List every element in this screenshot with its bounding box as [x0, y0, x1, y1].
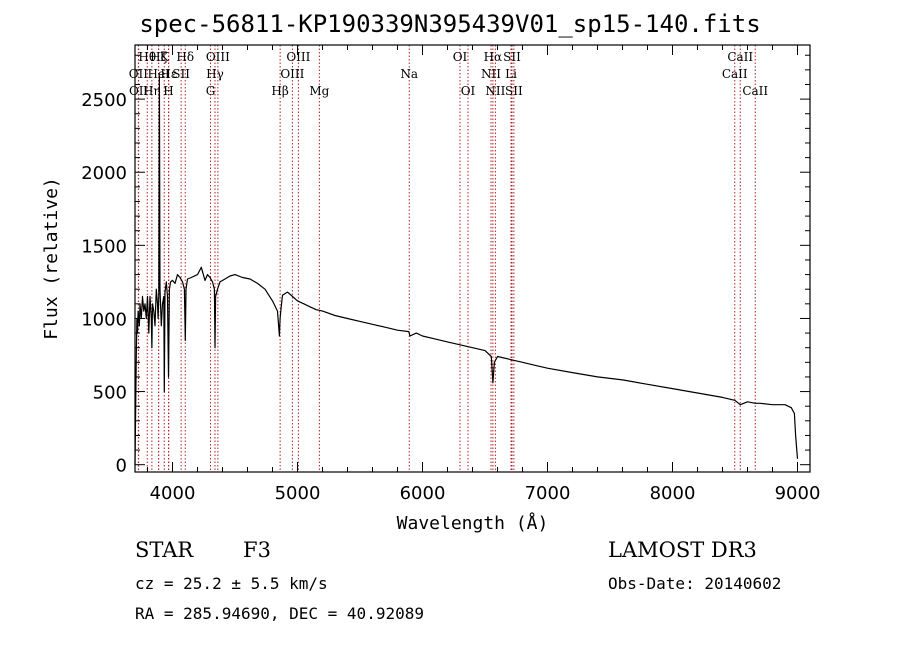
x-axis-label: Wavelength (Å) — [397, 512, 549, 534]
chart-title: spec-56811-KP190339N395439V01_sp15-140.f… — [139, 10, 761, 38]
line-labels: OIIOIIHθHηHζHeIKHHεSIIHδGHγOIIIHβOIIIOII… — [129, 50, 769, 98]
line-label-13: OIII — [206, 50, 230, 64]
line-label-7: H — [163, 84, 173, 98]
line-label-0: OII — [129, 67, 149, 81]
x-tick-label-0: 4000 — [150, 483, 196, 504]
line-label-27: CaII — [722, 67, 748, 81]
line-label-24: Li — [505, 67, 517, 81]
spectrum-line-0 — [134, 76, 799, 465]
y-tick-label-3: 1500 — [81, 236, 127, 257]
line-label-11: G — [206, 84, 216, 98]
line-label-1: OII — [129, 84, 149, 98]
line-label-25: SII — [503, 50, 521, 64]
y-tick-label-5: 2500 — [81, 90, 127, 111]
line-label-14: Hβ — [271, 84, 288, 98]
y-tick-label-2: 1000 — [81, 309, 127, 330]
class-label: STAR — [135, 538, 194, 562]
y-axis-label: Flux (relative) — [41, 177, 62, 340]
subclass-label: F3 — [243, 538, 271, 562]
x-tick-label-1: 5000 — [275, 483, 321, 504]
y-tick-label-4: 2000 — [81, 163, 127, 184]
line-markers — [137, 45, 756, 472]
spectrum-layer — [134, 76, 799, 465]
line-label-21: NII — [481, 67, 501, 81]
x-tick-label-5: 9000 — [775, 483, 821, 504]
obs-date-label: Obs-Date: 20140602 — [608, 574, 782, 593]
line-label-10: Hδ — [176, 50, 194, 64]
line-label-20: OI — [461, 84, 476, 98]
line-label-16: OIII — [286, 50, 310, 64]
line-label-19: OI — [453, 50, 468, 64]
y-tick-label-0: 0 — [116, 456, 127, 477]
line-label-8: Hε — [160, 67, 177, 81]
x-tick-label-4: 8000 — [650, 483, 696, 504]
line-label-2: Hθ — [138, 50, 156, 64]
line-label-9: SII — [172, 67, 190, 81]
y-tick-label-1: 500 — [93, 383, 127, 404]
x-tick-label-3: 7000 — [525, 483, 571, 504]
redshift-label: cz = 25.2 ± 5.5 km/s — [135, 574, 328, 593]
line-label-4: Hζ — [150, 50, 167, 64]
survey-label: LAMOST DR3 — [608, 538, 757, 562]
x-tick-label-2: 6000 — [400, 483, 446, 504]
axes: 4000 5000 6000 7000 8000 9000 0 500 1000 1500 2000… — [41, 44, 821, 534]
line-label-22: Hα — [484, 50, 503, 64]
line-label-18: Na — [400, 67, 418, 81]
line-label-23: NII — [485, 84, 505, 98]
line-label-5: HeI — [147, 67, 170, 81]
line-label-6: K — [160, 50, 170, 64]
line-label-12: Hγ — [206, 67, 224, 81]
line-label-15: OIII — [280, 67, 304, 81]
line-label-29: CaII — [742, 84, 768, 98]
line-label-28: CaII — [727, 50, 753, 64]
line-label-3: Hη — [143, 84, 161, 98]
line-label-26: SII — [505, 84, 523, 98]
line-label-17: Mg — [309, 84, 329, 98]
coords-label: RA = 285.94690, DEC = 40.92089 — [135, 604, 424, 623]
plot-frame — [134, 44, 811, 473]
